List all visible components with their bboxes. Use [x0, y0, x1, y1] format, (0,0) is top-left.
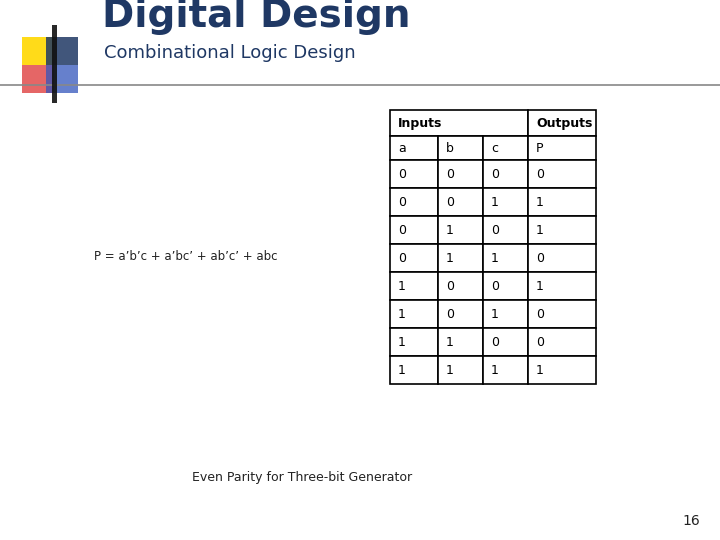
Bar	[438, 356, 483, 384]
Bar	[390, 328, 438, 356]
Text: 0: 0	[491, 335, 499, 348]
Text: Outputs: Outputs	[536, 117, 593, 130]
Bar	[528, 272, 596, 300]
Text: 0: 0	[536, 335, 544, 348]
Bar	[390, 188, 438, 216]
Bar	[483, 272, 528, 300]
Text: 1: 1	[398, 307, 406, 321]
Text: 0: 0	[398, 195, 406, 208]
Bar	[528, 216, 596, 244]
Text: 0: 0	[446, 195, 454, 208]
Text: 1: 1	[536, 224, 544, 237]
Text: Combinational Logic Design: Combinational Logic Design	[104, 44, 356, 62]
Bar	[390, 356, 438, 384]
Text: a: a	[398, 141, 406, 154]
Text: 1: 1	[398, 280, 406, 293]
Text: 0: 0	[398, 252, 406, 265]
Bar	[528, 300, 596, 328]
Bar	[528, 110, 596, 136]
Text: Inputs: Inputs	[398, 117, 442, 130]
Bar	[483, 356, 528, 384]
Text: 1: 1	[446, 335, 454, 348]
Text: 1: 1	[446, 363, 454, 376]
Bar	[390, 300, 438, 328]
Bar	[528, 188, 596, 216]
Bar	[528, 160, 596, 188]
Bar	[438, 160, 483, 188]
Bar	[390, 136, 438, 160]
Bar	[390, 244, 438, 272]
Text: 0: 0	[491, 224, 499, 237]
Bar	[390, 272, 438, 300]
Bar	[483, 136, 528, 160]
Text: 1: 1	[536, 195, 544, 208]
Bar	[528, 136, 596, 160]
Text: 0: 0	[536, 307, 544, 321]
Text: 0: 0	[446, 280, 454, 293]
Text: 1: 1	[398, 363, 406, 376]
Bar	[483, 160, 528, 188]
Bar	[483, 188, 528, 216]
Text: 0: 0	[398, 224, 406, 237]
Bar	[46, 37, 78, 65]
Text: 0: 0	[536, 252, 544, 265]
Text: 1: 1	[491, 307, 499, 321]
Text: P: P	[536, 141, 544, 154]
Bar	[390, 110, 528, 136]
Bar	[438, 272, 483, 300]
Text: P = a’b’c + a’bc’ + ab’c’ + abc: P = a’b’c + a’bc’ + ab’c’ + abc	[94, 250, 277, 263]
Text: 0: 0	[446, 167, 454, 180]
Bar	[22, 37, 54, 65]
Bar	[438, 136, 483, 160]
Text: 1: 1	[491, 363, 499, 376]
Bar	[22, 65, 54, 93]
Text: 1: 1	[446, 224, 454, 237]
Bar	[528, 356, 596, 384]
Bar	[52, 25, 57, 103]
Bar	[438, 300, 483, 328]
Bar	[46, 65, 78, 93]
Text: 1: 1	[536, 363, 544, 376]
Text: 1: 1	[491, 195, 499, 208]
Bar	[438, 244, 483, 272]
Text: 0: 0	[398, 167, 406, 180]
Bar	[528, 328, 596, 356]
Bar	[483, 328, 528, 356]
Text: 1: 1	[536, 280, 544, 293]
Text: b: b	[446, 141, 454, 154]
Text: 0: 0	[491, 280, 499, 293]
Bar	[438, 188, 483, 216]
Text: 0: 0	[446, 307, 454, 321]
Text: c: c	[491, 141, 498, 154]
Text: Even Parity for Three-bit Generator: Even Parity for Three-bit Generator	[192, 471, 413, 484]
Text: 0: 0	[491, 167, 499, 180]
Text: 1: 1	[446, 252, 454, 265]
Bar	[390, 216, 438, 244]
Bar	[390, 160, 438, 188]
Bar	[438, 216, 483, 244]
Bar	[483, 244, 528, 272]
Bar	[528, 244, 596, 272]
Bar	[438, 328, 483, 356]
Text: 0: 0	[536, 167, 544, 180]
Bar	[483, 216, 528, 244]
Text: Digital Design: Digital Design	[102, 0, 410, 35]
Text: 1: 1	[398, 335, 406, 348]
Bar	[483, 300, 528, 328]
Text: 16: 16	[683, 514, 700, 528]
Text: 1: 1	[491, 252, 499, 265]
